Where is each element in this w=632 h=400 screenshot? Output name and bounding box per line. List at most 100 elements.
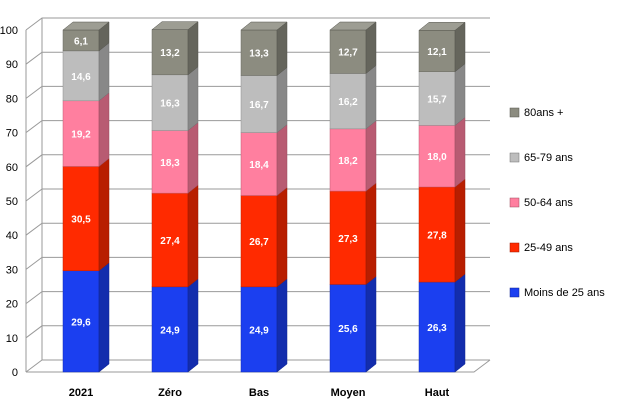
bar-top-face [329,21,377,31]
bar-segment [329,21,377,74]
data-label: 27,8 [427,231,447,242]
data-label: 27,3 [338,234,358,245]
y-tick-label: 50 [6,196,18,208]
bar-front-face [240,195,278,288]
legend-swatch [509,242,520,253]
bar-segment [240,124,288,197]
bar-side-face [187,66,199,132]
bar-side-face [454,63,466,126]
data-label: 6,1 [74,36,88,47]
bar-front-face [418,125,456,188]
bar-segment [329,120,377,192]
bar-side-face [365,21,377,74]
bar-top-face [62,21,110,31]
data-label: 18,3 [160,158,180,169]
data-label: 18,4 [249,160,269,171]
bar-front-face [151,192,189,288]
data-label: 25,6 [338,324,358,335]
bar-front-face [151,130,189,194]
bar-segment [151,278,199,373]
bar-front-face [151,74,189,131]
bar-front-face [62,166,100,272]
legend-item: 50-64 ans [509,197,573,209]
legend-item: 80ans + [509,107,563,119]
bar-segment [240,187,288,288]
bar-side-face [365,64,377,130]
data-label: 29,6 [71,317,91,328]
bar-segment [62,157,110,272]
data-label: 19,2 [71,130,91,141]
bar-side-face [454,178,466,283]
bar-segment [329,64,377,130]
bar-segment [240,21,288,77]
legend-swatch [509,152,520,163]
data-label: 18,0 [427,152,447,163]
bar-segment [418,116,466,188]
data-label: 12,7 [338,48,358,59]
bar-side-face [187,122,199,194]
bar-side-face [365,120,377,192]
bar-segment [418,273,466,373]
bar-front-face [151,286,189,373]
y-tick-label: 40 [6,230,18,242]
bar-side-face [276,66,288,134]
y-tick-label: 80 [6,93,18,105]
y-tick-label: 20 [6,299,18,311]
bar-segment [151,122,199,194]
bar-top-face [151,21,199,30]
legend-item: 25-49 ans [509,242,573,254]
data-label: 26,7 [249,237,269,248]
bar-side-face [276,21,288,77]
legend-label: 65-79 ans [524,152,573,164]
data-label: 14,6 [71,72,91,83]
y-tick-label: 30 [6,264,18,276]
x-tick-label: 2021 [69,387,93,399]
bar-side-face [454,21,466,73]
data-label: 18,2 [338,156,358,167]
legend: 80ans + 65-79 ans 50-64 ans 25-49 ans Moins … [509,107,605,299]
bar-segment [151,21,199,76]
legend-item: Moins de 25 ans [509,287,605,299]
x-tick-label: Moyen [331,387,366,399]
bar-front-face [329,284,367,373]
bar-top-face [418,22,466,31]
bar-segment [240,278,288,373]
bar-side-face [454,273,466,373]
bar-segment [62,262,110,373]
bars-layer [62,21,466,373]
bar-segment [151,184,199,288]
bar-side-face [98,92,110,167]
bar-side-face [187,21,199,76]
legend-swatch [509,287,520,298]
bar-side-face [98,157,110,272]
bar-side-face [187,278,199,373]
bar-side-face [365,275,377,373]
x-tick-label: Haut [425,387,450,399]
y-tick-label: 90 [6,59,18,71]
bar-segment [329,275,377,373]
legend-swatch [509,107,520,118]
bar-side-face [276,187,288,288]
bar-front-face [240,286,278,373]
bar-front-face [418,281,456,373]
bar-segment [329,182,377,285]
bar-front-face [329,29,367,74]
bar-side-face [276,124,288,197]
labels-layer: 29,6 30,5 19,2 14,6 6,1 24,9 27,4 18,3 16,3 13,2 2… [71,36,447,336]
bar-front-face [240,29,278,76]
bar-segment [62,42,110,102]
bar-front-face [151,29,189,76]
data-label: 27,4 [160,236,180,247]
bar-side-face [98,42,110,102]
bar-front-face [62,100,100,167]
data-label: 24,9 [160,325,180,336]
data-label: 15,7 [427,95,447,106]
bar-side-face [365,182,377,285]
data-label: 12,1 [427,47,447,58]
data-label: 16,3 [160,99,180,110]
legend-swatch [509,197,520,208]
x-tick-label: Zéro [158,387,182,399]
bar-side-face [187,184,199,288]
y-tick-label: 70 [6,128,18,140]
legend-label: 25-49 ans [524,242,573,254]
